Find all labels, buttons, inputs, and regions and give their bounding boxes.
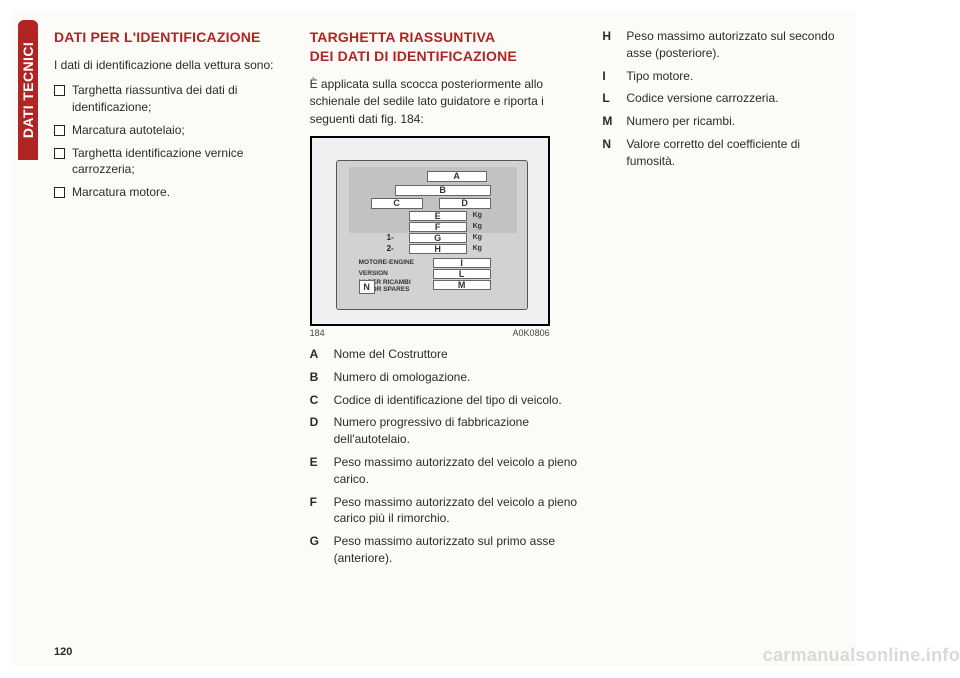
col1-heading: DATI PER L'IDENTIFICAZIONE <box>54 28 290 47</box>
figure-caption: 184 A0K0806 <box>310 328 550 338</box>
bullet-item: Targhetta riassuntiva dei dati di identi… <box>54 82 290 116</box>
column-2: TARGHETTA RIASSUNTIVA DEI DATI DI IDENTI… <box>310 28 583 656</box>
plate-kg-label: Kg <box>473 234 482 241</box>
definition-letter: I <box>602 68 618 85</box>
definition-text: Numero progressivo di fabbricazione dell… <box>334 414 583 448</box>
definition-text: Peso massimo autorizzato sul primo asse … <box>334 533 583 567</box>
definition-item: A Nome del Costruttore <box>310 346 583 363</box>
definition-text: Numero di omologazione. <box>334 369 583 386</box>
plate-box-F: F <box>409 222 467 232</box>
bullet-item: Targhetta identificazione vernice carroz… <box>54 145 290 179</box>
plate-box-B: B <box>395 185 491 196</box>
definition-letter: F <box>310 494 326 528</box>
col2-definition-list: A Nome del Costruttore B Numero di omologaz… <box>310 346 583 567</box>
col1-bullet-list: Targhetta riassuntiva dei dati di identi… <box>54 82 290 201</box>
definition-text: Nome del Costruttore <box>334 346 583 363</box>
plate-box-N: N <box>359 280 375 294</box>
definition-item: HPeso massimo autorizzato sul secondo as… <box>602 28 838 62</box>
plate-box-A: A <box>427 171 487 182</box>
plate-box-D: D <box>439 198 491 209</box>
definition-item: EPeso massimo autorizzato del veicolo a … <box>310 454 583 488</box>
definition-text: Peso massimo autorizzato del veicolo a p… <box>334 454 583 488</box>
col3-definition-list: HPeso massimo autorizzato sul secondo as… <box>602 28 838 170</box>
figure-frame: ABC DE Kg F Kg G Kg 1- H Kg 2- I MOTORE-ENGINE L VERSI… <box>310 136 550 326</box>
column-container: DATI PER L'IDENTIFICAZIONE I dati di ide… <box>42 12 856 666</box>
bullet-item: Marcatura autotelaio; <box>54 122 290 139</box>
plate-row-label: MOTORE-ENGINE <box>359 260 415 267</box>
plate-kg-label: Kg <box>473 212 482 219</box>
definition-text: Codice versione carrozzeria. <box>626 90 838 107</box>
plate-kg-label: Kg <box>473 223 482 230</box>
definition-item: I Tipo motore. <box>602 68 838 85</box>
sidebar: DATI TECNICI <box>12 12 42 666</box>
plate-row-prefix: 2- <box>387 244 394 253</box>
definition-item: FPeso massimo autorizzato del veicolo a … <box>310 494 583 528</box>
definition-item: B Numero di omologazione. <box>310 369 583 386</box>
plate-row-prefix: 1- <box>387 233 394 242</box>
col2-heading-line2: DEI DATI DI IDENTIFICAZIONE <box>310 48 517 64</box>
definition-letter: C <box>310 392 326 409</box>
definition-text: Valore corretto del coefficiente di fumo… <box>626 136 838 170</box>
definition-item: L Codice versione carrozzeria. <box>602 90 838 107</box>
id-plate: ABC DE Kg F Kg G Kg 1- H Kg 2- I MOTORE-ENGINE L VERSI… <box>336 160 528 310</box>
definition-text: Numero per ricambi. <box>626 113 838 130</box>
definition-letter: G <box>310 533 326 567</box>
definition-text: Tipo motore. <box>626 68 838 85</box>
section-tab-label: DATI TECNICI <box>20 42 36 138</box>
figure-code: A0K0806 <box>513 328 550 338</box>
col1-intro: I dati di identificazione della vettura … <box>54 57 290 74</box>
column-1: DATI PER L'IDENTIFICAZIONE I dati di ide… <box>54 28 290 656</box>
definition-letter: M <box>602 113 618 130</box>
plate-box-L: L <box>433 269 491 279</box>
figure-number: 184 <box>310 328 325 338</box>
plate-row-label: VERSION <box>359 271 388 278</box>
section-tab: DATI TECNICI <box>18 20 38 160</box>
definition-text: Peso massimo autorizzato del veicolo a p… <box>334 494 583 528</box>
definition-letter: A <box>310 346 326 363</box>
plate-kg-label: Kg <box>473 245 482 252</box>
definition-letter: D <box>310 414 326 448</box>
plate-box-E: E <box>409 211 467 221</box>
definition-item: NValore corretto del coefficiente di fum… <box>602 136 838 170</box>
watermark: carmanualsonline.info <box>763 645 960 666</box>
plate-box-C: C <box>371 198 423 209</box>
plate-box-I: I <box>433 258 491 268</box>
column-3: HPeso massimo autorizzato sul secondo as… <box>602 28 838 656</box>
definition-letter: E <box>310 454 326 488</box>
figure-184: ABC DE Kg F Kg G Kg 1- H Kg 2- I MOTORE-ENGINE L VERSI… <box>310 136 583 338</box>
definition-letter: H <box>602 28 618 62</box>
definition-letter: L <box>602 90 618 107</box>
definition-letter: N <box>602 136 618 170</box>
col2-heading: TARGHETTA RIASSUNTIVA DEI DATI DI IDENTI… <box>310 28 583 66</box>
col2-intro: È applicata sulla scocca posteriormente … <box>310 76 583 128</box>
plate-box-M: M <box>433 280 491 290</box>
definition-text: Codice di identificazione del tipo di ve… <box>334 392 583 409</box>
definition-item: DNumero progressivo di fabbricazione del… <box>310 414 583 448</box>
page-number: 120 <box>54 646 72 658</box>
definition-item: C Codice di identificazione del tipo di v… <box>310 392 583 409</box>
plate-box-H: H <box>409 244 467 254</box>
definition-text: Peso massimo autorizzato sul secondo ass… <box>626 28 838 62</box>
col2-heading-line1: TARGHETTA RIASSUNTIVA <box>310 29 496 45</box>
definition-item: M Numero per ricambi. <box>602 113 838 130</box>
definition-letter: B <box>310 369 326 386</box>
definition-item: GPeso massimo autorizzato sul primo asse… <box>310 533 583 567</box>
page-content: DATI TECNICI DATI PER L'IDENTIFICAZIONE … <box>12 12 856 666</box>
plate-box-G: G <box>409 233 467 243</box>
bullet-item: Marcatura motore. <box>54 184 290 201</box>
